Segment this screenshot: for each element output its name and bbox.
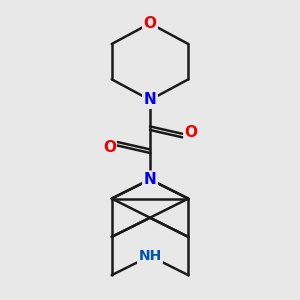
Text: O: O xyxy=(184,125,197,140)
Text: O: O xyxy=(103,140,116,154)
Text: N: N xyxy=(144,92,156,107)
Text: NH: NH xyxy=(138,249,162,263)
Text: O: O xyxy=(143,16,157,31)
Text: N: N xyxy=(144,172,156,187)
